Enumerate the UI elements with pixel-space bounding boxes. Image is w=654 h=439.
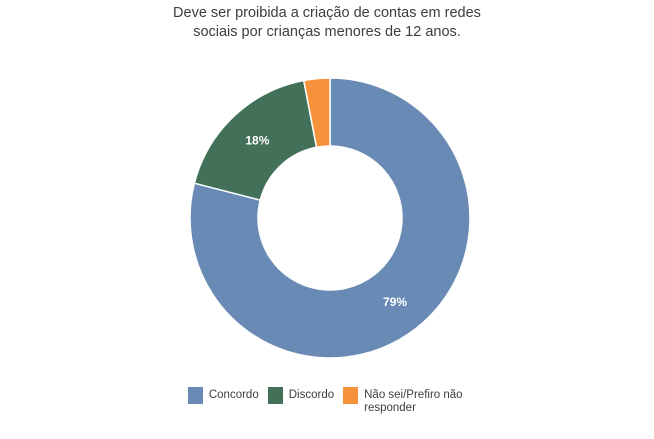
pie-slice-1 (193, 79, 318, 201)
chart-title-text: Deve ser proibida a criação de contas em… (173, 5, 481, 40)
pie-slice-0 (189, 77, 471, 359)
legend-item-2: Não sei/Prefiro não responder (343, 386, 466, 415)
legend-swatch-0 (187, 387, 203, 404)
chart-legend: Concordo Discordo Não sei/Prefiro não resp… (0, 386, 654, 415)
legend-swatch-2 (343, 387, 359, 404)
legend-item-0: Concordo (187, 386, 259, 404)
chart-title: Deve ser proibida a criação de contas em… (0, 4, 654, 42)
donut-chart: 79% 18% (189, 77, 471, 359)
slice-label-0: 79% (383, 295, 407, 309)
legend-swatch-1 (267, 387, 283, 404)
legend-label-0: Concordo (208, 389, 259, 401)
legend-label-2: Não sei/Prefiro não responder (364, 389, 463, 414)
slice-label-1: 18% (245, 134, 269, 148)
pie-slice-2 (303, 77, 331, 149)
legend-item-1: Discordo (267, 386, 335, 404)
legend-label-1: Discordo (288, 389, 335, 401)
